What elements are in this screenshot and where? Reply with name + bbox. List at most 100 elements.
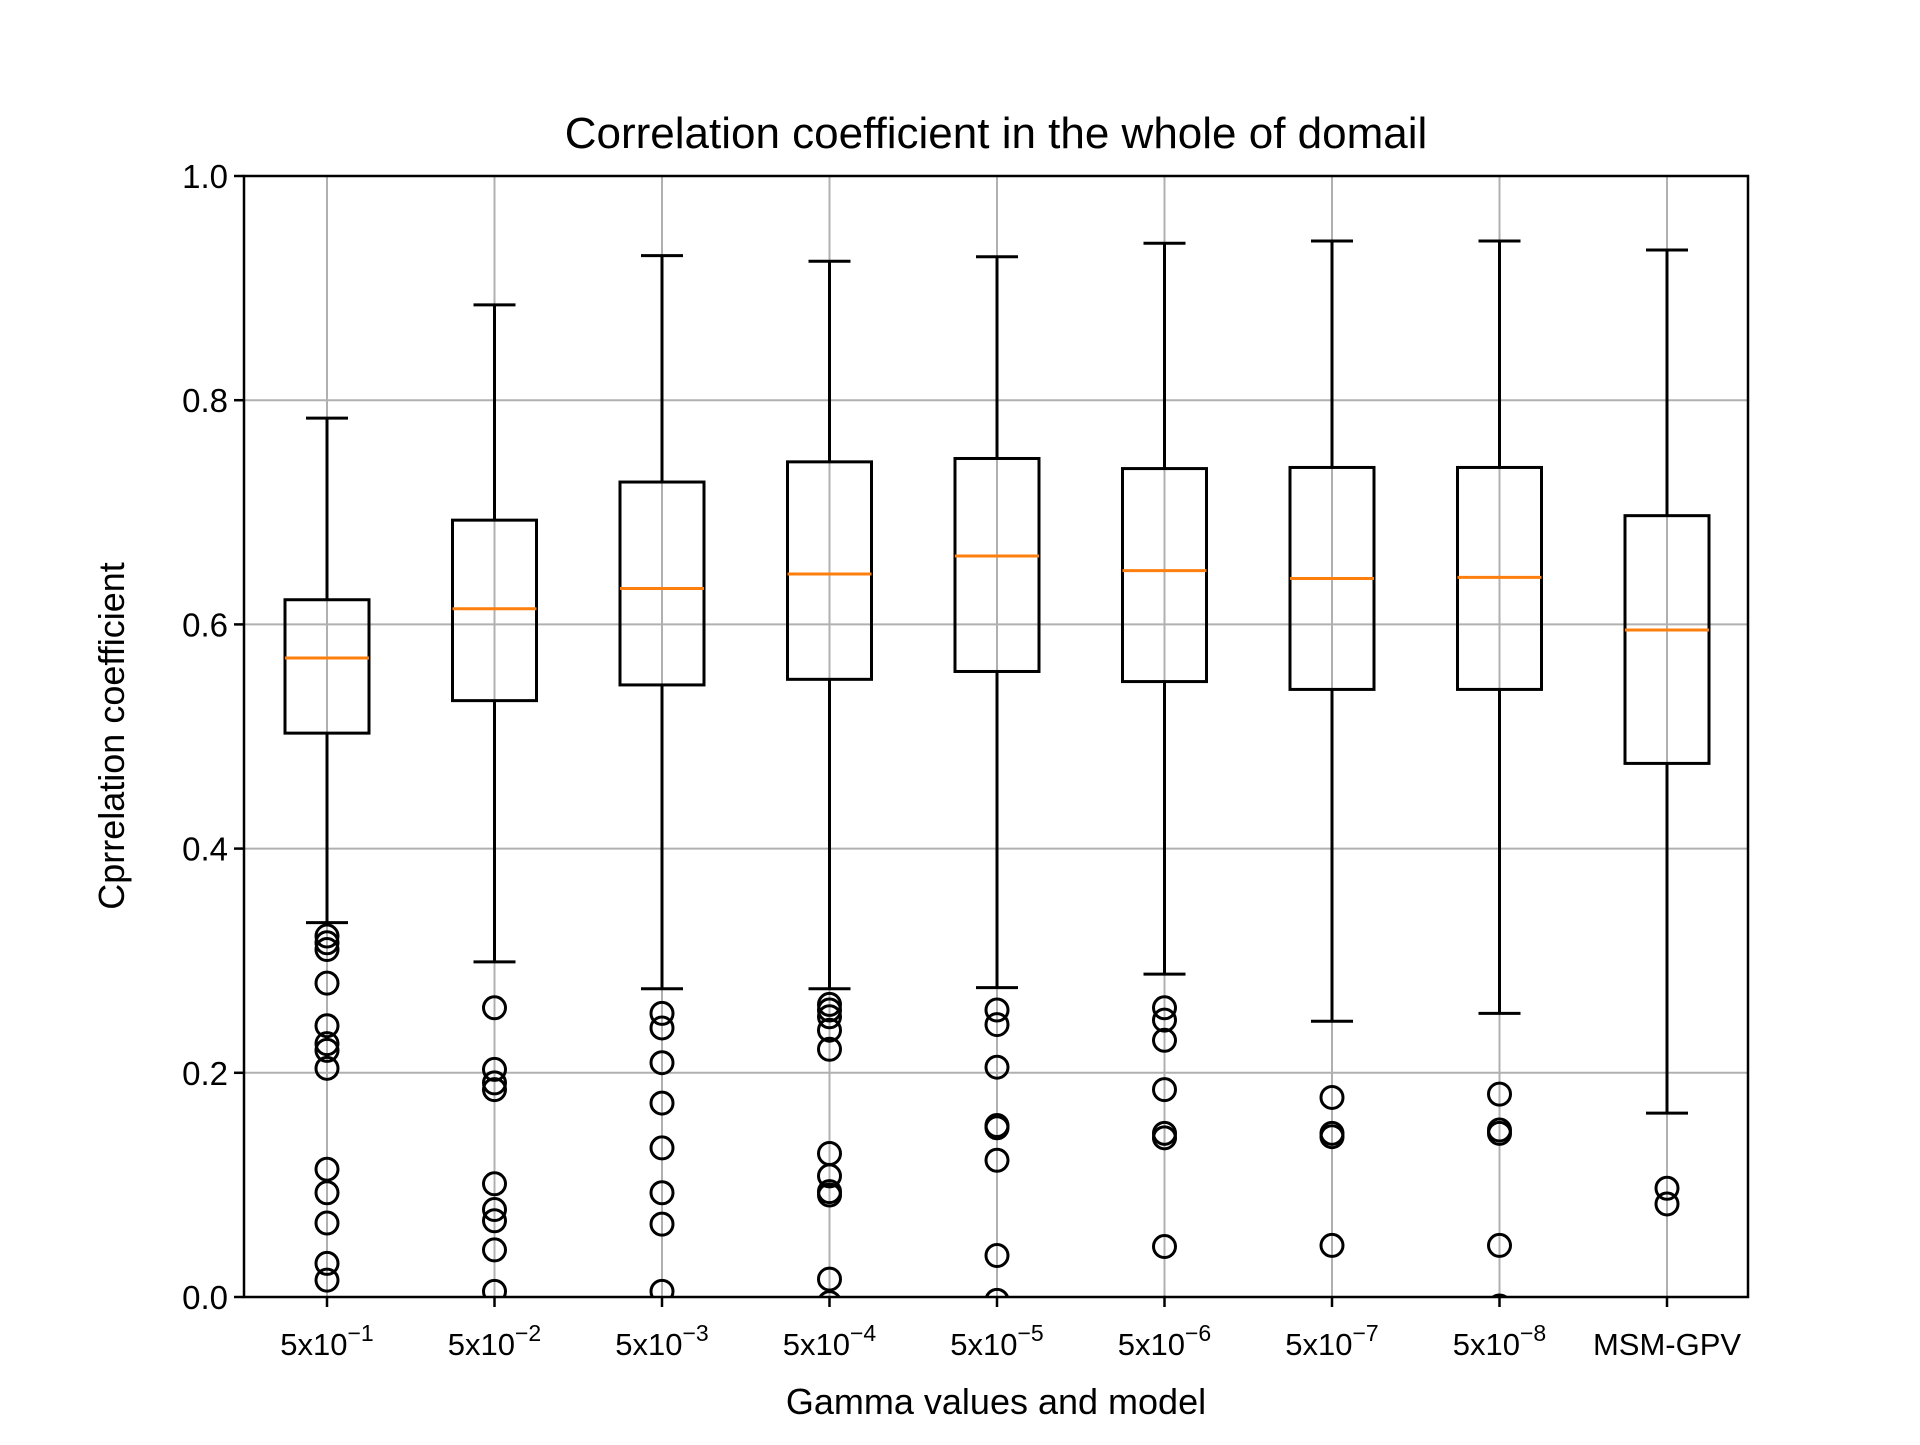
outlier-point [984,1147,1010,1173]
outlier-point [482,1197,507,1223]
x-tick-label-base: 5x10 [448,1327,515,1362]
outlier-point [482,1237,507,1263]
outlier-point [1319,1124,1345,1150]
iqr-box [953,456,1041,673]
x-tick-label: 5x10−1 [280,1320,373,1362]
x-tick-label-exponent: −8 [1520,1320,1546,1346]
y-tick-label: 0.0 [182,1279,228,1316]
x-tick-label-exponent: −2 [515,1320,541,1346]
box-group [451,303,538,1297]
outlier-point [314,936,340,962]
x-tick-label-base: 5x10 [1285,1327,1352,1362]
x-tick-label-exponent: −3 [683,1320,709,1346]
outlier-point [482,1070,507,1096]
iqr-box [786,460,873,681]
outlier-point [817,1266,842,1292]
outlier-point [1152,995,1177,1021]
outlier-point [314,1180,340,1206]
outlier-point [1487,1081,1512,1107]
outlier-point [482,1278,507,1297]
box-group [1121,241,1208,1297]
outlier-point [314,1210,340,1236]
outlier-point [1487,1232,1512,1258]
outlier-point [1152,1234,1177,1260]
x-tick-label: 5x10−2 [448,1320,541,1362]
x-tick-label-base: 5x10 [615,1327,682,1362]
box-group [1623,248,1711,1217]
y-tick-label: 0.6 [182,606,228,643]
outlier-point [1319,1084,1345,1110]
outlier-point [482,1208,507,1234]
x-tick-label: 5x10−5 [950,1320,1043,1362]
outlier-point [984,1243,1010,1269]
box-group [786,259,873,1297]
box-group [618,254,706,1297]
outlier-point [1152,1027,1177,1053]
outlier-point [482,1077,507,1103]
x-tick-label: 5x10−8 [1453,1320,1546,1362]
outlier-point [649,1135,675,1161]
outlier-point [482,995,507,1021]
x-tick-label: 5x10−3 [615,1320,708,1362]
iqr-box [283,598,371,735]
box-group [953,255,1041,1297]
outlier-point [1654,1191,1680,1217]
x-tick-label-base: 5x10 [1118,1327,1185,1362]
outlier-point [984,1054,1010,1080]
y-tick-label: 0.8 [182,382,228,419]
outlier-point [984,1012,1010,1038]
outlier-point [1487,1120,1512,1146]
x-tick-label-exponent: −6 [1185,1320,1211,1346]
x-tick-label-base: 5x10 [1453,1327,1520,1362]
x-tick-label: 5x10−6 [1118,1320,1211,1362]
box-group [283,416,371,1293]
box-group [1456,239,1543,1297]
outlier-point [314,1031,340,1057]
y-axis-label: Cprrelation coefficient [91,562,132,910]
outlier-point [314,1037,340,1063]
outlier-point [1152,1007,1177,1033]
outlier-point [314,970,340,996]
x-tick-label-base: 5x10 [783,1327,850,1362]
outlier-point [817,1036,842,1062]
outlier-point [314,1055,340,1081]
outlier-point [1654,1175,1680,1201]
outlier-point [649,1278,675,1297]
outlier-point [314,1250,340,1276]
outlier-point [984,997,1010,1023]
boxes-layer [283,239,1711,1297]
outlier-point [314,923,340,949]
y-tick-label: 0.4 [182,831,228,868]
x-tick-label-base: MSM-GPV [1593,1327,1741,1362]
outlier-point [649,1050,675,1076]
x-tick-label-exponent: −1 [348,1320,374,1346]
outlier-point [482,1056,507,1082]
y-tick-label: 0.2 [182,1055,228,1092]
outlier-point [817,1163,842,1189]
y-tick-label: 1.0 [182,158,228,195]
x-tick-label-exponent: −5 [1018,1320,1044,1346]
x-axis-label: Gamma values and model [786,1381,1206,1422]
outlier-point [817,1182,842,1208]
chart-title: Correlation coefficient in the whole of … [565,109,1428,158]
outlier-point [984,1287,1010,1297]
box-group [1288,239,1376,1258]
outlier-point [649,1180,675,1206]
outlier-point [817,1004,842,1030]
iqr-box [618,480,706,687]
outlier-point [314,930,340,956]
x-tick-label-base: 5x10 [280,1327,347,1362]
iqr-box [1623,514,1711,765]
iqr-box [451,518,538,703]
outlier-point [314,1156,340,1182]
outlier-point [817,997,842,1023]
outlier-point [649,1211,675,1237]
outlier-point [649,1090,675,1116]
x-tick-label-exponent: −4 [850,1320,876,1346]
outlier-point [1490,1293,1509,1297]
outlier-point [1152,1125,1177,1151]
x-tick-label: 5x10−4 [783,1320,877,1362]
